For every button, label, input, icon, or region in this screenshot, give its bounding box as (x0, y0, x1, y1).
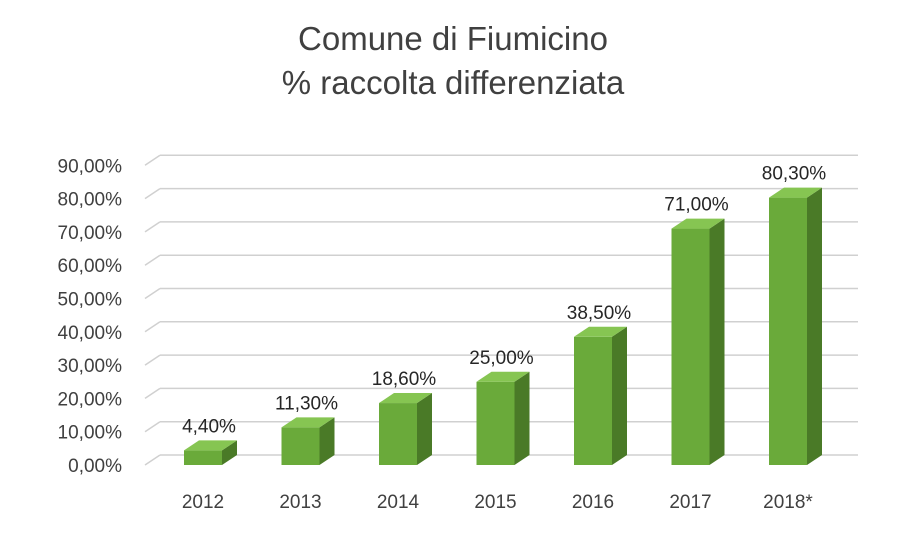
gridline-depth (144, 354, 161, 366)
gridline-depth (144, 287, 161, 300)
gridline-depth (144, 454, 161, 466)
y-tick-label: 50,00% (58, 290, 123, 311)
y-tick-label: 20,00% (58, 389, 123, 410)
gridline-depth (144, 154, 161, 166)
bar-side (514, 371, 530, 465)
gridline-depth (144, 254, 161, 266)
bar-side (417, 393, 432, 465)
bar-top (184, 440, 237, 451)
bar (379, 403, 417, 465)
y-tick-label: 70,00% (58, 223, 123, 244)
x-tick-label: 2014 (377, 492, 420, 513)
bar-top (476, 371, 530, 382)
data-label: 18,60% (372, 369, 437, 390)
gridline-depth (144, 421, 161, 433)
x-tick-label: 2017 (669, 492, 711, 513)
y-tick-label: 0,00% (68, 456, 122, 477)
y-tick-label: 90,00% (58, 156, 123, 177)
chart-subtitle: % raccolta differenziata (281, 64, 625, 101)
x-tick-label: 2013 (279, 492, 321, 513)
data-label: 25,00% (469, 348, 534, 369)
data-label: 4,40% (182, 416, 236, 437)
bar-side (319, 417, 335, 465)
x-tick-label: 2015 (474, 492, 516, 513)
bar-top (671, 218, 725, 229)
gridline-depth (144, 187, 161, 200)
y-tick-label: 80,00% (58, 190, 123, 211)
bar (476, 381, 515, 465)
y-tick-label: 10,00% (58, 423, 123, 444)
bar (281, 427, 320, 465)
x-tick-label: 2018* (763, 492, 813, 513)
bar-side (807, 187, 822, 465)
bar-side (709, 218, 725, 465)
x-tick-label: 2016 (572, 492, 614, 513)
bar-top (769, 187, 822, 198)
bar-top (379, 393, 432, 404)
y-tick-label: 60,00% (58, 256, 123, 277)
gridline-depth (144, 387, 161, 400)
x-tick-label: 2012 (182, 492, 224, 513)
data-label: 11,30% (275, 393, 338, 414)
y-tick-label: 40,00% (58, 323, 123, 344)
bar-side (222, 440, 237, 465)
bar (671, 228, 710, 465)
chart-title: Comune di Fiumicino (298, 20, 608, 57)
y-tick-label: 30,00% (58, 356, 123, 377)
bar (184, 450, 222, 465)
data-label: 80,30% (762, 164, 827, 185)
gridline-depth (144, 221, 161, 233)
bar-top (281, 417, 335, 428)
bar (574, 336, 612, 465)
data-label: 38,50% (567, 303, 632, 324)
gridline-depth (144, 321, 161, 333)
bar (769, 197, 807, 465)
bar-top (574, 326, 627, 337)
data-label: 71,00% (664, 195, 729, 216)
bar-side (612, 326, 627, 465)
